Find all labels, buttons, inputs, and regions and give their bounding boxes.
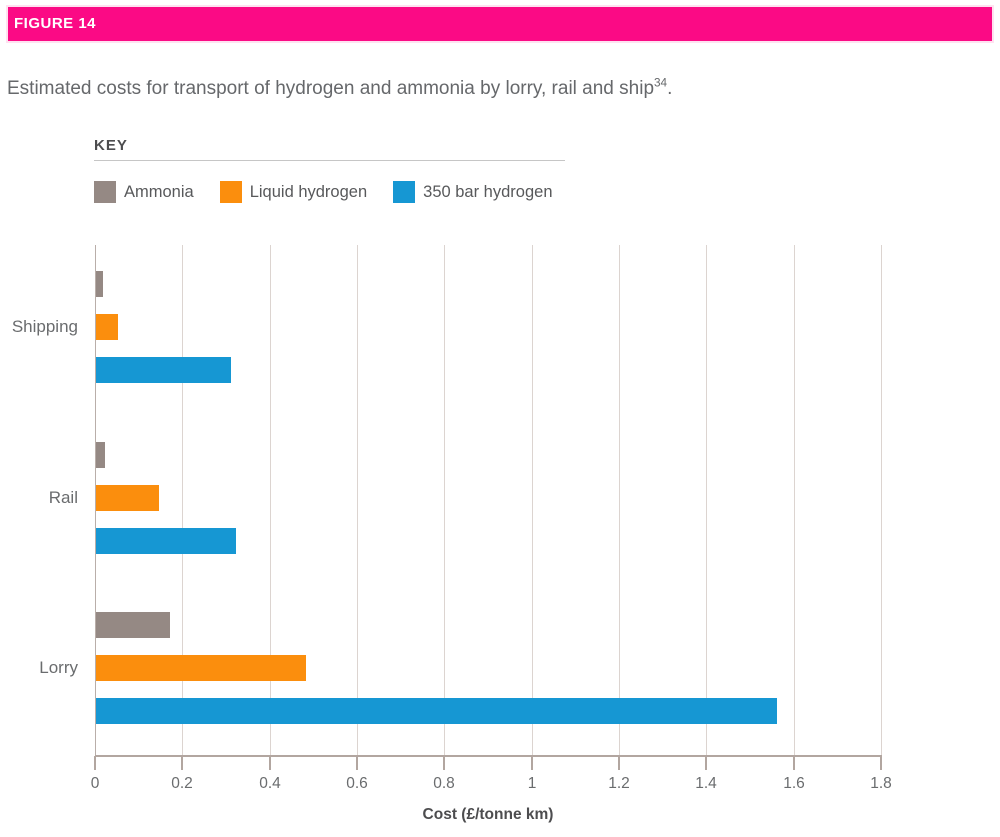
legend-item-ammonia: Ammonia (94, 181, 194, 203)
axis-tick-0.4 (269, 756, 271, 770)
bar-shipping-liquid-hydrogen (96, 314, 118, 340)
x-tick-label: 0.2 (171, 775, 193, 792)
x-tick-label: 0.8 (433, 775, 455, 792)
category-label-rail: Rail (48, 488, 78, 507)
chart-caption-text: Estimated costs for transport of hydroge… (7, 78, 655, 99)
chart-caption: Estimated costs for transport of hydroge… (7, 76, 967, 102)
x-tick-label: 1.4 (695, 775, 717, 792)
key-divider (94, 160, 565, 161)
liquid-hydrogen-swatch-icon (219, 181, 242, 203)
gridline-1.2 (619, 245, 620, 756)
x-tick-label: 1.8 (870, 775, 892, 792)
legend-label-ammonia: Ammonia (124, 183, 194, 201)
bar-rail-350-bar-hydrogen (96, 528, 236, 554)
gridline-0.6 (357, 245, 358, 756)
axis-tick-0 (94, 756, 96, 770)
gridline-0.2 (182, 245, 183, 756)
plot-area: 0 0.2 0.4 0.6 0.8 1 1.2 1.4 1.6 1.8 (91, 245, 892, 792)
x-axis-line (95, 755, 882, 757)
axis-tick-0.6 (356, 756, 358, 770)
category-label-shipping: Shipping (11, 317, 78, 336)
legend: Ammonia Liquid hydrogen 350 bar hydrogen (94, 181, 553, 203)
gridline-1.6 (794, 245, 795, 756)
figure-label: FIGURE 14 (14, 15, 97, 32)
x-tick-label: 0.6 (346, 775, 368, 792)
footnote-reference: 34 (654, 76, 668, 90)
axis-tick-1.8 (880, 756, 882, 770)
gridline-1.4 (706, 245, 707, 756)
axis-tick-1.4 (705, 756, 707, 770)
x-tick-label: 0.4 (259, 775, 281, 792)
gridline-0 (95, 245, 96, 756)
x-tick-label: 1.2 (608, 775, 630, 792)
x-tick-label: 0 (90, 775, 100, 792)
bar-rail-ammonia (96, 442, 105, 468)
gridline-1.8 (881, 245, 882, 756)
gridline-1 (532, 245, 533, 756)
bar-shipping-ammonia (96, 271, 103, 297)
axis-tick-0.8 (443, 756, 445, 770)
figure-header-bar: FIGURE 14 (8, 7, 992, 41)
gridline-0.8 (444, 245, 445, 756)
legend-label-350-bar-hydrogen: 350 bar hydrogen (423, 183, 553, 201)
legend-item-350-bar-hydrogen: 350 bar hydrogen (393, 181, 553, 203)
chart-caption-period: . (667, 78, 673, 99)
x-tick-label: 1.6 (783, 775, 805, 792)
350-bar-hydrogen-swatch-icon (393, 181, 416, 203)
x-tick-label: 1 (527, 775, 537, 792)
bar-lorry-ammonia (96, 612, 170, 638)
legend-item-liquid-hydrogen: Liquid hydrogen (219, 181, 368, 203)
axis-tick-1.2 (618, 756, 620, 770)
bar-lorry-350-bar-hydrogen (96, 698, 777, 724)
legend-label-liquid-hydrogen: Liquid hydrogen (249, 183, 368, 201)
axis-tick-1 (531, 756, 533, 770)
gridline-0.4 (270, 245, 271, 756)
bar-shipping-350-bar-hydrogen (96, 357, 231, 383)
axis-tick-1.6 (793, 756, 795, 770)
axis-tick-0.2 (181, 756, 183, 770)
category-label-lorry: Lorry (39, 658, 78, 677)
bar-lorry-liquid-hydrogen (96, 655, 306, 681)
bar-rail-liquid-hydrogen (96, 485, 159, 511)
ammonia-swatch-icon (94, 181, 116, 203)
key-heading: KEY (94, 137, 128, 154)
x-axis-title: Cost (£/tonne km) (422, 806, 554, 823)
